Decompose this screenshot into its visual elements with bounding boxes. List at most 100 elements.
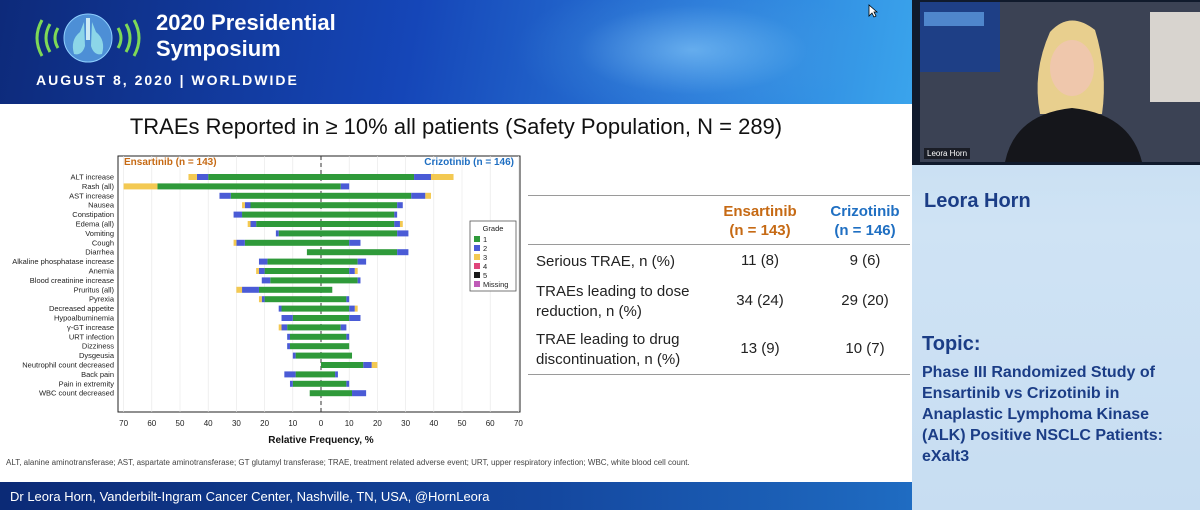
chart-bar-ensartinib-grade1: [309, 390, 321, 397]
chart-bar-ensartinib-grade1: [267, 258, 321, 265]
chart-bar-crizotinib-grade2: [394, 211, 398, 218]
chart-x-tick-label: 60: [486, 419, 495, 428]
chart-bar-ensartinib-grade2: [250, 221, 257, 227]
row-label-discontinuation: TRAE leading to drug discontinuation, n …: [536, 331, 681, 368]
chart-bar-ensartinib-grade1: [242, 211, 321, 218]
chart-bar-crizotinib-grade2: [349, 239, 361, 246]
chart-bar-ensartinib-grade3: [247, 221, 251, 227]
chart-bar-ensartinib-grade1: [230, 192, 321, 199]
chart-x-tick-label: 20: [260, 419, 269, 428]
chart-bar-crizotinib-grade2: [349, 315, 361, 321]
chart-bar-crizotinib-grade1: [321, 174, 415, 180]
chart-bar-crizotinib-grade2: [340, 324, 347, 331]
chart-x-tick-label: 70: [514, 419, 523, 428]
chart-bar-crizotinib-grade1: [321, 333, 347, 340]
chart-bar-crizotinib-grade2: [349, 305, 355, 312]
chart-bar-crizotinib-grade1: [321, 352, 353, 359]
cell-discontinuation-crizotinib: 10 (7): [845, 340, 885, 357]
chart-bar-ensartinib-grade2: [287, 343, 290, 350]
chart-bar-crizotinib-grade3: [430, 174, 454, 180]
chart-bar-ensartinib-grade2: [244, 202, 251, 209]
chart-category-label: Hypoalbuminemia: [54, 314, 115, 323]
chart-bar-crizotinib-grade2: [397, 202, 403, 209]
chart-bar-ensartinib-grade1: [264, 268, 321, 274]
chart-bar-crizotinib-grade1: [321, 211, 395, 218]
chart-bar-crizotinib-grade3: [371, 362, 378, 368]
chart-bar-crizotinib-grade2: [414, 174, 431, 180]
chart-category-label: Nausea: [88, 201, 115, 210]
chart-x-tick-label: 0: [319, 419, 324, 428]
chart-legend-label: 4: [483, 262, 487, 271]
chart-bar-crizotinib-grade1: [321, 183, 341, 190]
chart-bar-crizotinib-grade1: [321, 296, 347, 303]
header-crizotinib: Crizotinib (n = 146): [830, 203, 900, 239]
chart-bar-crizotinib-grade1: [321, 324, 341, 331]
chart-bar-ensartinib-grade3: [236, 286, 243, 293]
chart-bar-ensartinib-grade1: [250, 202, 321, 209]
cell-discontinuation-ensartinib: 13 (9): [740, 340, 780, 357]
chart-left-group-label: Ensartinib (n = 143): [124, 157, 217, 168]
chart-legend-label: 5: [483, 271, 487, 280]
chart-legend-label: Missing: [483, 280, 508, 289]
chart-bar-crizotinib-grade2: [394, 221, 400, 227]
cell-serious-ensartinib: 11 (8): [740, 252, 780, 269]
presentation-slide: 2020 Presidential Symposium AUGUST 8, 20…: [0, 0, 912, 510]
event-title-line1: 2020 Presidential: [156, 10, 336, 35]
event-title-line2: Symposium: [156, 36, 281, 61]
chart-bar-ensartinib-grade1: [292, 315, 321, 321]
slide-footer: Dr Leora Horn, Vanderbilt-Ingram Cancer …: [0, 482, 912, 510]
chart-bar-crizotinib-grade3: [354, 305, 358, 312]
topic-heading: Topic:: [922, 333, 981, 355]
chart-bar-crizotinib-grade1: [321, 239, 350, 246]
table-bottom-rule: [528, 374, 910, 375]
chart-bar-crizotinib-grade2: [346, 333, 350, 340]
chart-x-tick-label: 70: [119, 419, 128, 428]
chart-category-label: Rash (all): [82, 182, 115, 191]
chart-legend-label: 1: [483, 235, 487, 244]
chart-legend-swatch: [474, 272, 480, 278]
chart-bar-ensartinib-grade3: [242, 202, 245, 209]
chart-bar-crizotinib-grade1: [321, 371, 336, 378]
chart-category-label: Vomiting: [85, 229, 114, 238]
event-date: AUGUST 8, 2020 | WORLDWIDE: [36, 72, 299, 88]
mouse-cursor-icon: [868, 4, 878, 18]
chart-bar-ensartinib-grade3: [123, 183, 158, 190]
chart-bar-ensartinib-grade2: [292, 352, 296, 359]
chart-bar-crizotinib-grade1: [321, 390, 353, 397]
chart-category-label: Pain in extremity: [59, 379, 115, 388]
chart-bar-ensartinib-grade2: [236, 239, 245, 246]
chart-bar-ensartinib-grade2: [233, 211, 243, 218]
chart-legend-title: Grade: [483, 224, 504, 233]
chart-legend-swatch: [474, 254, 480, 260]
chart-bar-ensartinib-grade2: [242, 286, 259, 293]
chart-bar-ensartinib-grade1: [264, 296, 321, 303]
chart-bar-crizotinib-grade1: [321, 230, 398, 237]
chart-right-group-label: Crizotinib (n = 146): [424, 157, 514, 168]
slide-title: TRAEs Reported in ≥ 10% all patients (Sa…: [129, 114, 783, 139]
chart-bar-ensartinib-grade3: [256, 268, 259, 274]
chart-category-label: Back pain: [81, 370, 114, 379]
chart-x-tick-label: 20: [373, 419, 382, 428]
chart-bar-crizotinib-grade1: [321, 362, 364, 368]
chart-category-label: Pruritus (all): [74, 285, 115, 294]
chart-bar-ensartinib-grade3: [278, 324, 282, 331]
speaker-video-frame: [920, 2, 1200, 162]
chart-bar-ensartinib-grade2: [287, 333, 290, 340]
chart-bar-crizotinib-grade2: [357, 277, 361, 284]
chart-bar-ensartinib-grade3: [258, 296, 262, 303]
symposium-logo: [35, 13, 141, 63]
chart-bar-ensartinib-grade1: [256, 221, 321, 227]
chart-x-tick-label: 60: [147, 419, 156, 428]
chart-category-label: Neutrophil count decreased: [22, 361, 114, 370]
chart-legend-label: 3: [483, 253, 487, 262]
chart-bar-ensartinib-grade2: [219, 192, 231, 199]
video-area: Leora Horn: [912, 0, 1200, 165]
event-title: 2020 Presidential Symposium: [156, 10, 336, 62]
chart-bar-crizotinib-grade1: [321, 380, 347, 387]
chart-bar-ensartinib-grade2: [289, 380, 293, 387]
chart-category-label: Pyrexia: [89, 295, 115, 304]
table-top-rule: [528, 195, 910, 196]
chart-bar-ensartinib-grade3: [188, 174, 197, 180]
topic-text: Phase III Randomized Study of Ensartinib…: [922, 364, 1163, 465]
chart-x-tick-label: 30: [232, 419, 241, 428]
